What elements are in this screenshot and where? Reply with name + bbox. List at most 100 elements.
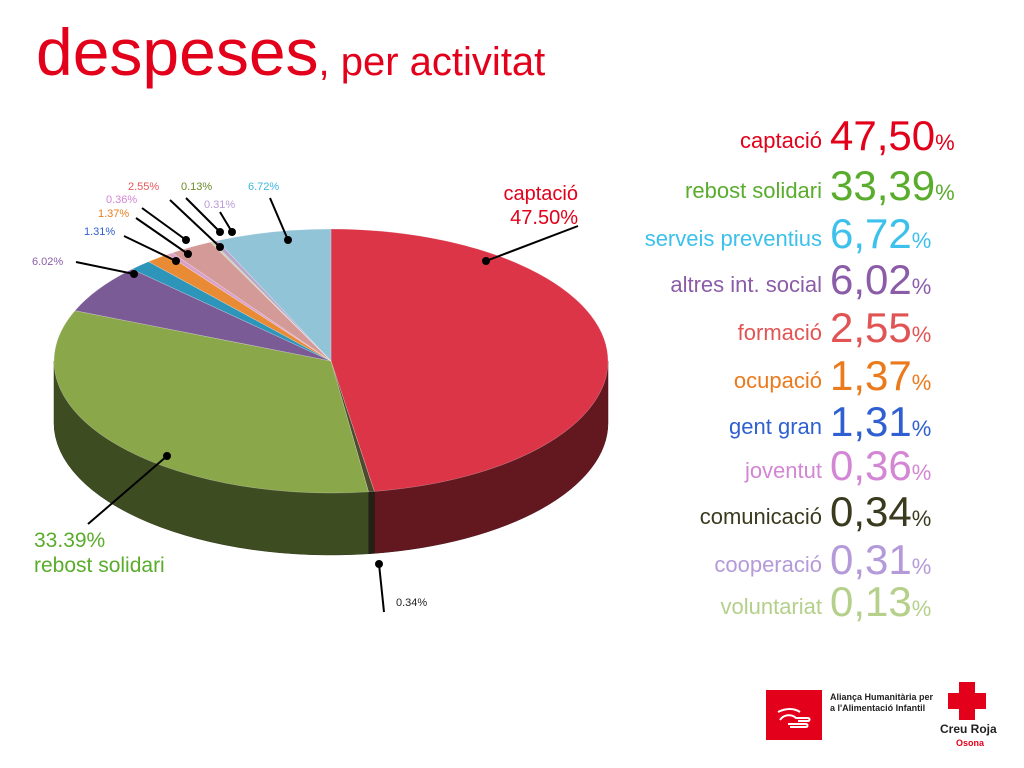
legend-value-number: 6,02 bbox=[830, 256, 912, 303]
slice-label: 0.13% bbox=[181, 181, 212, 193]
legend-value-number: 0,13 bbox=[830, 578, 912, 625]
callout-line bbox=[87, 455, 168, 525]
legend-label: captació bbox=[740, 128, 822, 153]
callout-dot bbox=[182, 236, 190, 244]
pie-slice bbox=[53, 310, 369, 494]
creu-roja-name: Creu Roja bbox=[940, 722, 997, 736]
callout-line bbox=[269, 197, 289, 241]
callout-line bbox=[185, 197, 221, 233]
legend-label: joventut bbox=[744, 458, 822, 483]
slice-label: 33.39% rebost solidari bbox=[34, 529, 165, 577]
legend-value-number: 1,31 bbox=[830, 398, 912, 445]
page-title: despeses, per activitat bbox=[36, 14, 545, 90]
callout-line bbox=[75, 261, 135, 275]
legend-item: joventut 0,36% bbox=[560, 442, 980, 490]
callout-line bbox=[123, 235, 177, 262]
slice-label: 1.31% bbox=[84, 226, 115, 238]
callout-line bbox=[378, 563, 385, 613]
legend-value-percent: % bbox=[911, 506, 932, 531]
legend-label: ocupació bbox=[733, 368, 822, 393]
pie-tops bbox=[53, 228, 609, 494]
legend-value-number: 1,37 bbox=[830, 352, 912, 399]
legend-value-number: 47,50 bbox=[830, 112, 936, 159]
legend-value: 1,37% bbox=[830, 352, 931, 400]
legend-item: gent gran 1,31% bbox=[560, 398, 980, 446]
pie-slice bbox=[131, 261, 332, 362]
legend-value-percent: % bbox=[911, 274, 932, 299]
legend-label: rebost solidari bbox=[685, 178, 822, 203]
legend-value-percent: % bbox=[911, 554, 932, 579]
aliansa-text: Aliança Humanitària per a l'Alimentació … bbox=[830, 692, 934, 713]
slice-label: 2.55% bbox=[128, 181, 159, 193]
legend-value: 33,39% bbox=[830, 162, 955, 210]
pie-slice bbox=[147, 254, 332, 362]
legend-value-percent: % bbox=[911, 322, 932, 347]
legend-label: serveis preventius bbox=[644, 226, 822, 251]
callout-dot bbox=[184, 250, 192, 258]
legend-value: 0,36% bbox=[830, 442, 931, 490]
callout-line bbox=[141, 207, 187, 241]
legend-value-percent: % bbox=[911, 460, 932, 485]
legend-value-percent: % bbox=[911, 370, 932, 395]
legend-value-percent: % bbox=[935, 130, 955, 155]
legend-value: 47,50% bbox=[830, 112, 955, 160]
pie-callouts: captació 47.50% 0.34% 33.39% rebost solidari… bbox=[32, 181, 579, 613]
slice-label: 0.31% bbox=[204, 199, 235, 211]
legend-item: serveis preventius 6,72% bbox=[560, 210, 980, 258]
slice-label: captació 47.50% bbox=[504, 183, 579, 229]
legend-label: cooperació bbox=[714, 552, 822, 577]
legend-label: gent gran bbox=[729, 414, 822, 439]
legend-value-percent: % bbox=[911, 416, 932, 441]
pie-slice bbox=[216, 228, 332, 362]
logos: Aliança Humanitària per a l'Alimentació … bbox=[766, 678, 997, 758]
pie-slice bbox=[209, 241, 332, 362]
legend-value-number: 2,55 bbox=[830, 304, 912, 351]
legend-item: captació 47,50% bbox=[560, 112, 980, 160]
callout-line bbox=[169, 199, 221, 248]
legend-value-number: 0,31 bbox=[830, 536, 912, 583]
legend-value-percent: % bbox=[935, 180, 955, 205]
legend-item: rebost solidari 33,39% bbox=[560, 162, 980, 210]
pie-slice bbox=[171, 241, 332, 362]
legend-value: 6,02% bbox=[830, 256, 931, 304]
callout-dot bbox=[130, 270, 138, 278]
slice-label: 6.02% bbox=[32, 256, 63, 268]
creu-roja-logo: Creu Roja Osona bbox=[940, 680, 997, 754]
legend-item: voluntariat 0,13% bbox=[560, 578, 980, 626]
callout-dot bbox=[375, 560, 383, 568]
red-cross-icon bbox=[948, 682, 986, 720]
creu-roja-sub: Osona bbox=[956, 738, 985, 748]
callout-dot bbox=[228, 228, 236, 236]
callout-dot bbox=[284, 236, 292, 244]
legend-item: ocupació 1,37% bbox=[560, 352, 980, 400]
hands-icon bbox=[777, 708, 811, 728]
legend-value: 0,34% bbox=[830, 488, 931, 536]
slice-label: 0.34% bbox=[396, 597, 427, 609]
callout-dot bbox=[163, 452, 171, 460]
callout-line bbox=[485, 225, 579, 262]
pie-slice bbox=[330, 360, 375, 493]
legend-label: comunicació bbox=[699, 504, 822, 529]
legend-value: 0,31% bbox=[830, 536, 931, 584]
legend-value: 2,55% bbox=[830, 304, 931, 352]
title-main: despeses bbox=[36, 15, 319, 89]
slice-label: 1.37% bbox=[98, 208, 129, 220]
callout-dot bbox=[216, 243, 224, 251]
legend-item: altres int. social 6,02% bbox=[560, 256, 980, 304]
callout-dot bbox=[482, 257, 490, 265]
legend-label: voluntariat bbox=[720, 594, 822, 619]
callout-dot bbox=[216, 228, 224, 236]
legend-label: formació bbox=[737, 320, 822, 345]
legend-value: 6,72% bbox=[830, 210, 931, 258]
aliansa-logo bbox=[766, 690, 822, 740]
title-sub: , per activitat bbox=[318, 40, 546, 84]
legend-value-number: 0,36 bbox=[830, 442, 912, 489]
pie-slice bbox=[166, 252, 332, 362]
legend-item: cooperació 0,31% bbox=[560, 536, 980, 584]
legend-value-percent: % bbox=[911, 596, 932, 621]
legend-value-number: 0,34 bbox=[830, 488, 912, 535]
slice-label: 0.36% bbox=[106, 194, 137, 206]
legend-value: 0,13% bbox=[830, 578, 931, 626]
callout-line bbox=[135, 217, 189, 255]
